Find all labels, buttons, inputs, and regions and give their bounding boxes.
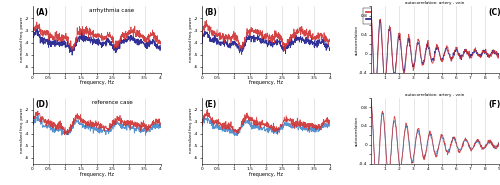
X-axis label: frequency, Hz: frequency, Hz	[249, 172, 283, 177]
X-axis label: frequency, Hz: frequency, Hz	[80, 172, 114, 177]
Y-axis label: normalized freq. power: normalized freq. power	[20, 17, 24, 62]
Text: (B): (B)	[204, 9, 217, 17]
Y-axis label: normalized freq. power: normalized freq. power	[190, 17, 194, 62]
Title: autocorrelation: artery - vein: autocorrelation: artery - vein	[406, 1, 464, 5]
Legend: artery, vein: artery, vein	[364, 8, 398, 24]
Text: (C): (C)	[488, 9, 500, 17]
X-axis label: frequency, Hz: frequency, Hz	[249, 80, 283, 85]
Y-axis label: normalized freq. power: normalized freq. power	[20, 108, 24, 153]
X-axis label: frequency, Hz: frequency, Hz	[80, 80, 114, 85]
Text: (E): (E)	[204, 100, 216, 109]
Text: (F): (F)	[488, 100, 500, 109]
Y-axis label: normalized freq. power: normalized freq. power	[190, 108, 194, 153]
Text: reference case: reference case	[92, 100, 132, 105]
Text: arrhythmia case: arrhythmia case	[90, 9, 134, 14]
Y-axis label: autocorrelation: autocorrelation	[354, 24, 358, 55]
Y-axis label: autocorrelation: autocorrelation	[354, 116, 358, 146]
Text: (A): (A)	[35, 9, 48, 17]
Text: (D): (D)	[35, 100, 48, 109]
Title: autocorrelation: artery - vein: autocorrelation: artery - vein	[406, 92, 464, 97]
